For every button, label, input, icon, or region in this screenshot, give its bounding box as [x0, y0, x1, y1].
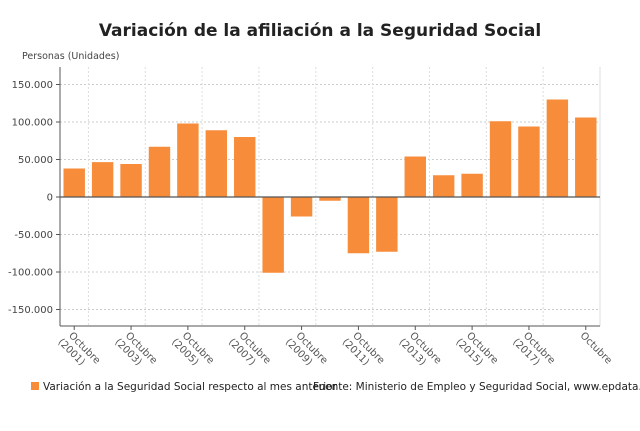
chart-title: Variación de la afiliación a la Segurida…	[99, 21, 541, 41]
x-tick-label: Octubre(2003)	[112, 330, 159, 368]
source-note: Fuente: Ministerio de Empleo y Seguridad…	[313, 381, 640, 393]
bar-2010	[319, 197, 341, 201]
bar-2004	[148, 146, 171, 197]
y-axis-label: Personas (Unidades)	[22, 51, 119, 62]
bar-2017	[518, 126, 540, 197]
bar-2019	[575, 117, 597, 197]
bar-2011	[347, 197, 370, 254]
bar-2014	[432, 175, 455, 197]
y-tick-label: 0	[47, 193, 53, 204]
x-tick-label-line1: Octubre	[578, 330, 614, 366]
x-tick-label: Octubre(2005)	[169, 330, 216, 368]
bar-2015	[461, 173, 483, 197]
bar-2007	[234, 137, 256, 197]
bar-2018	[546, 99, 569, 197]
bar-2016	[489, 121, 512, 197]
y-tick-label: -100.000	[8, 268, 53, 279]
x-tick-label: Octubre(2011)	[340, 330, 387, 368]
x-tick-label: Octubre(2001)	[55, 330, 102, 368]
y-tick-label: 50.000	[18, 155, 53, 166]
x-tick-label: Octubre(2009)	[283, 330, 330, 368]
bar-2003	[120, 164, 142, 197]
legend-swatch	[31, 382, 39, 390]
bar-2008	[262, 197, 284, 273]
x-tick-label: Octubre(2015)	[453, 330, 500, 368]
y-tick-label: 100.000	[12, 118, 53, 129]
bar-2009	[290, 197, 313, 217]
bar-2012	[376, 197, 398, 252]
legend-label: Variación a la Seguridad Social respecto…	[43, 381, 338, 393]
x-tick-label: Octubre(2007)	[226, 330, 273, 368]
y-tick-label: -150.000	[8, 305, 53, 316]
x-tick-label: Octubre(2017)	[510, 330, 557, 368]
bar-2005	[177, 123, 199, 197]
x-tick-label: Octubre(2013)	[397, 330, 444, 368]
x-tick-label: Octubre	[578, 330, 614, 366]
bar-2006	[205, 130, 228, 197]
bar-2013	[404, 156, 426, 197]
bar-2001	[63, 168, 85, 197]
y-tick-label: -50.000	[14, 230, 53, 241]
bar-2002	[91, 162, 114, 197]
y-tick-label: 150.000	[12, 80, 53, 91]
